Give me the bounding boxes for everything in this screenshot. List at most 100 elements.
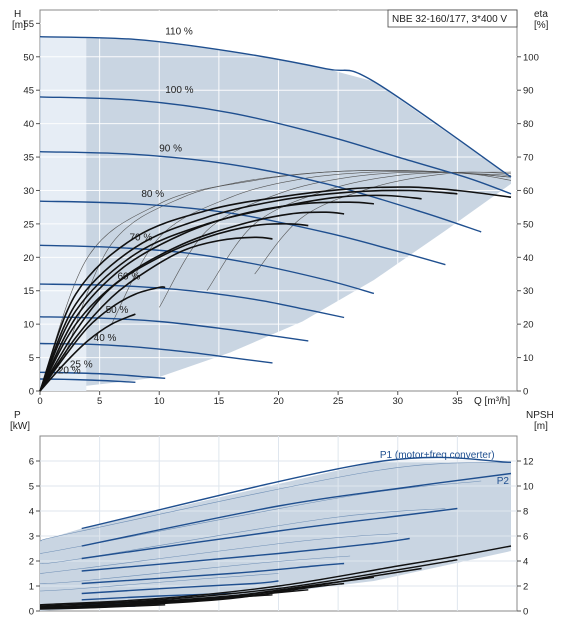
head-curve-50: [39, 316, 309, 342]
head-y-right-tick-label: 0: [523, 387, 528, 398]
head-y-tick-label: 40: [23, 119, 34, 130]
power-y-tick-label: 5: [29, 482, 34, 493]
power-annotation: P1 (motor+freq.converter): [380, 450, 495, 461]
head-y-right-tick-label: 100: [523, 52, 539, 63]
head-x-tick-label: 15: [214, 396, 225, 407]
chart-title-box: [387, 9, 518, 28]
npsh-y-tick-label: 10: [523, 482, 534, 493]
efficiency-curve-4: [39, 211, 345, 392]
head-x-tick-label: 0: [37, 396, 42, 407]
power-y-tick-label: 2: [29, 557, 34, 568]
power-curve-5: [81, 580, 279, 595]
head-curve-25: [39, 371, 166, 379]
eta-axis-label-symbol: eta: [534, 9, 548, 20]
npsh-y-tick-label: 8: [523, 507, 528, 518]
head-curve-90: [39, 151, 482, 233]
speed-label: 70 %: [129, 233, 152, 244]
speed-label: 20 %: [58, 366, 81, 377]
npsh-curve-3: [39, 576, 374, 608]
power-curve-1: [81, 472, 512, 547]
efficiency-curve-3: [39, 201, 374, 392]
power-curve-0: [81, 456, 512, 530]
head-x-tick-label: 10: [154, 396, 165, 407]
thin-power-curve-3: [39, 533, 398, 574]
head-thin-efficiency-curve-2: [111, 171, 512, 325]
head-axis-label-symbol: H: [14, 9, 21, 20]
power-y-tick-label: 1: [29, 582, 34, 593]
head-y-right-tick-label: 40: [523, 253, 534, 264]
npsh-axis-label-symbol: NPSH: [526, 410, 554, 421]
power-y-tick-label: 6: [29, 457, 34, 468]
power-y-tick-label: 0: [29, 607, 34, 618]
efficiency-curve-8: [39, 313, 136, 392]
npsh-curve-2: [39, 567, 422, 607]
power-axis-label-unit: [kW]: [10, 421, 30, 432]
speed-label: 40 %: [94, 333, 117, 344]
npsh-curve-7: [39, 604, 166, 610]
head-y-tick-label: 20: [23, 253, 34, 264]
head-y-tick-label: 10: [23, 320, 34, 331]
head-curve-60: [39, 283, 345, 319]
head-curve-20: [39, 378, 136, 383]
head-y-tick-label: 5: [29, 353, 34, 364]
head-curve-110: [39, 36, 512, 178]
head-y-tick-label: 35: [23, 153, 34, 164]
npsh-y-tick-label: 6: [523, 532, 528, 543]
head-curve-100: [39, 96, 512, 195]
efficiency-curve-7: [39, 286, 166, 392]
chart-title: NBE 32-160/177, 3*400 V: [392, 14, 507, 25]
power-annotation: P2: [497, 476, 510, 487]
head-x-tick-label: 20: [273, 396, 284, 407]
npsh-y-tick-label: 0: [523, 607, 528, 618]
power-axis-label-symbol: P: [14, 410, 21, 421]
speed-label: 110 %: [165, 27, 193, 38]
head-y-right-tick-label: 10: [523, 353, 534, 364]
head-y-tick-label: 50: [23, 52, 34, 63]
speed-label: 25 %: [70, 360, 93, 371]
npsh-y-tick-label: 2: [523, 582, 528, 593]
npsh-curve-0: [39, 545, 512, 606]
npsh-y-tick-label: 12: [523, 457, 534, 468]
power-curve-3: [81, 537, 410, 572]
thin-power-curve-4: [39, 555, 351, 584]
head-curve-80: [39, 200, 446, 266]
efficiency-curve-0: [39, 186, 512, 392]
efficiency-curve-6: [39, 236, 273, 392]
head-y-right-tick-label: 20: [523, 320, 534, 331]
head-y-right-tick-label: 60: [523, 186, 534, 197]
head-x-tick-label: 35: [452, 396, 463, 407]
head-y-right-tick-label: 90: [523, 86, 534, 97]
efficiency-curve-1: [39, 189, 458, 392]
npsh-y-tick-label: 4: [523, 557, 528, 568]
thin-power-curve-0: [39, 462, 512, 542]
head-y-right-tick-label: 80: [523, 119, 534, 130]
head-curve-70: [39, 244, 375, 295]
power-curve-2: [81, 507, 458, 560]
power-operating-range-area: [40, 462, 511, 611]
head-x-tick-label: 5: [97, 396, 102, 407]
head-y-right-tick-label: 70: [523, 153, 534, 164]
head-x-tick-label: 25: [333, 396, 344, 407]
head-y-tick-label: 25: [23, 219, 34, 230]
speed-label: 50 %: [106, 305, 129, 316]
thin-power-curve-1: [39, 480, 482, 554]
npsh-axis-label-unit: [m]: [534, 421, 548, 432]
head-y-tick-label: 0: [29, 387, 34, 398]
power-y-tick-label: 3: [29, 532, 34, 543]
power-curve-4: [81, 562, 345, 585]
efficiency-curve-5: [39, 223, 309, 392]
head-thin-efficiency-curve-4: [206, 171, 512, 291]
head-y-tick-label: 15: [23, 286, 34, 297]
head-y-tick-label: 55: [23, 19, 34, 30]
head-operating-range-area: [40, 36, 511, 391]
head-x-tick-label: 30: [392, 396, 403, 407]
head-axis-label-unit: [m]: [12, 20, 26, 31]
npsh-curve-1: [39, 559, 458, 607]
speed-label: 90 %: [159, 144, 182, 155]
speed-label: 80 %: [141, 189, 164, 200]
head-y-right-tick-label: 50: [523, 219, 534, 230]
x-axis-label: Q [m³/h]: [474, 396, 510, 407]
head-y-right-tick-label: 30: [523, 286, 534, 297]
